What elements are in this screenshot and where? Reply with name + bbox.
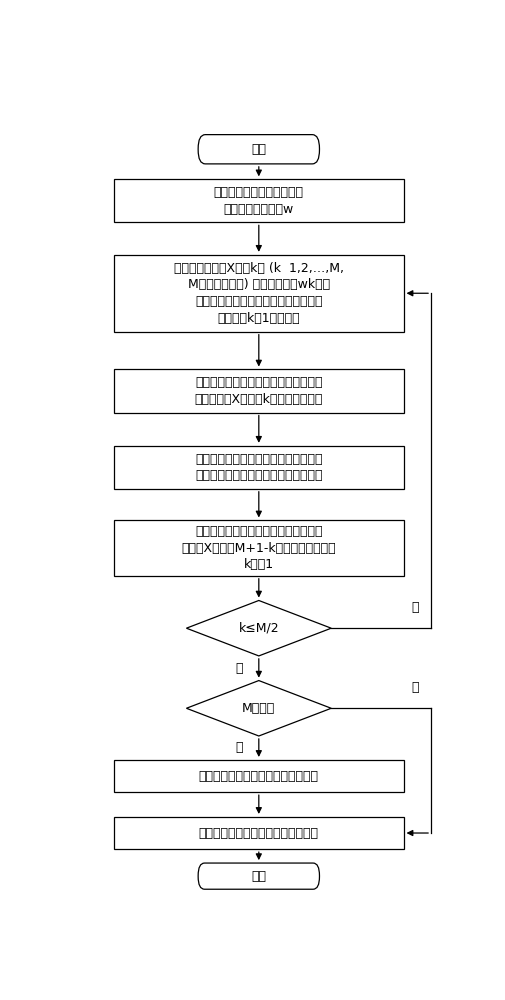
Text: k≤M/2: k≤M/2	[238, 622, 279, 635]
FancyBboxPatch shape	[198, 135, 320, 164]
Text: 是: 是	[235, 741, 243, 754]
FancyBboxPatch shape	[114, 520, 403, 576]
Text: 改变已保存的中间值中部分值的正负号
将每组中间值相加求和，保存运算结果: 改变已保存的中间值中部分值的正负号 将每组中间值相加求和，保存运算结果	[195, 453, 323, 482]
Text: M为奇数: M为奇数	[242, 702, 275, 715]
Text: 设置滤波器组，并计算得到
滤波器组的权矢量w: 设置滤波器组，并计算得到 滤波器组的权矢量w	[214, 186, 304, 216]
Polygon shape	[186, 600, 331, 656]
Polygon shape	[186, 681, 331, 736]
Text: 输出各滤波器对回波数据的处理结果: 输出各滤波器对回波数据的处理结果	[199, 827, 319, 840]
FancyBboxPatch shape	[114, 446, 403, 489]
FancyBboxPatch shape	[198, 863, 320, 889]
FancyBboxPatch shape	[114, 369, 403, 413]
Text: 是: 是	[412, 601, 419, 614]
FancyBboxPatch shape	[114, 179, 403, 222]
Text: 开始: 开始	[251, 143, 266, 156]
FancyBboxPatch shape	[114, 255, 403, 332]
Text: 将已保存的运算结果相加求和，得到回
波数据X通过第M+1-k个滤波器的输出，
k値加1: 将已保存的运算结果相加求和，得到回 波数据X通过第M+1-k个滤波器的输出， k…	[181, 525, 336, 571]
Text: 单独计算滤波器组中间滤波器的输出: 单独计算滤波器组中间滤波器的输出	[199, 770, 319, 783]
Text: 否: 否	[235, 662, 243, 675]
FancyBboxPatch shape	[114, 817, 403, 849]
Text: 将雷达回波数据X与第k个 (k  1,2,…,M,
M为滤波器个数) 滤波器权矢量wk的对
应项相乘求和，保存相乘求和结果以及
中间值，k从1开始计数: 将雷达回波数据X与第k个 (k 1,2,…,M, M为滤波器个数) 滤波器权矢量…	[174, 262, 344, 324]
Text: 否: 否	[412, 681, 419, 694]
Text: 将已保存的相乘求和结果相加求和，得
到回波数据X通过第k个滤波器的输出: 将已保存的相乘求和结果相加求和，得 到回波数据X通过第k个滤波器的输出	[194, 376, 323, 406]
FancyBboxPatch shape	[114, 760, 403, 792]
Text: 结束: 结束	[251, 870, 266, 883]
